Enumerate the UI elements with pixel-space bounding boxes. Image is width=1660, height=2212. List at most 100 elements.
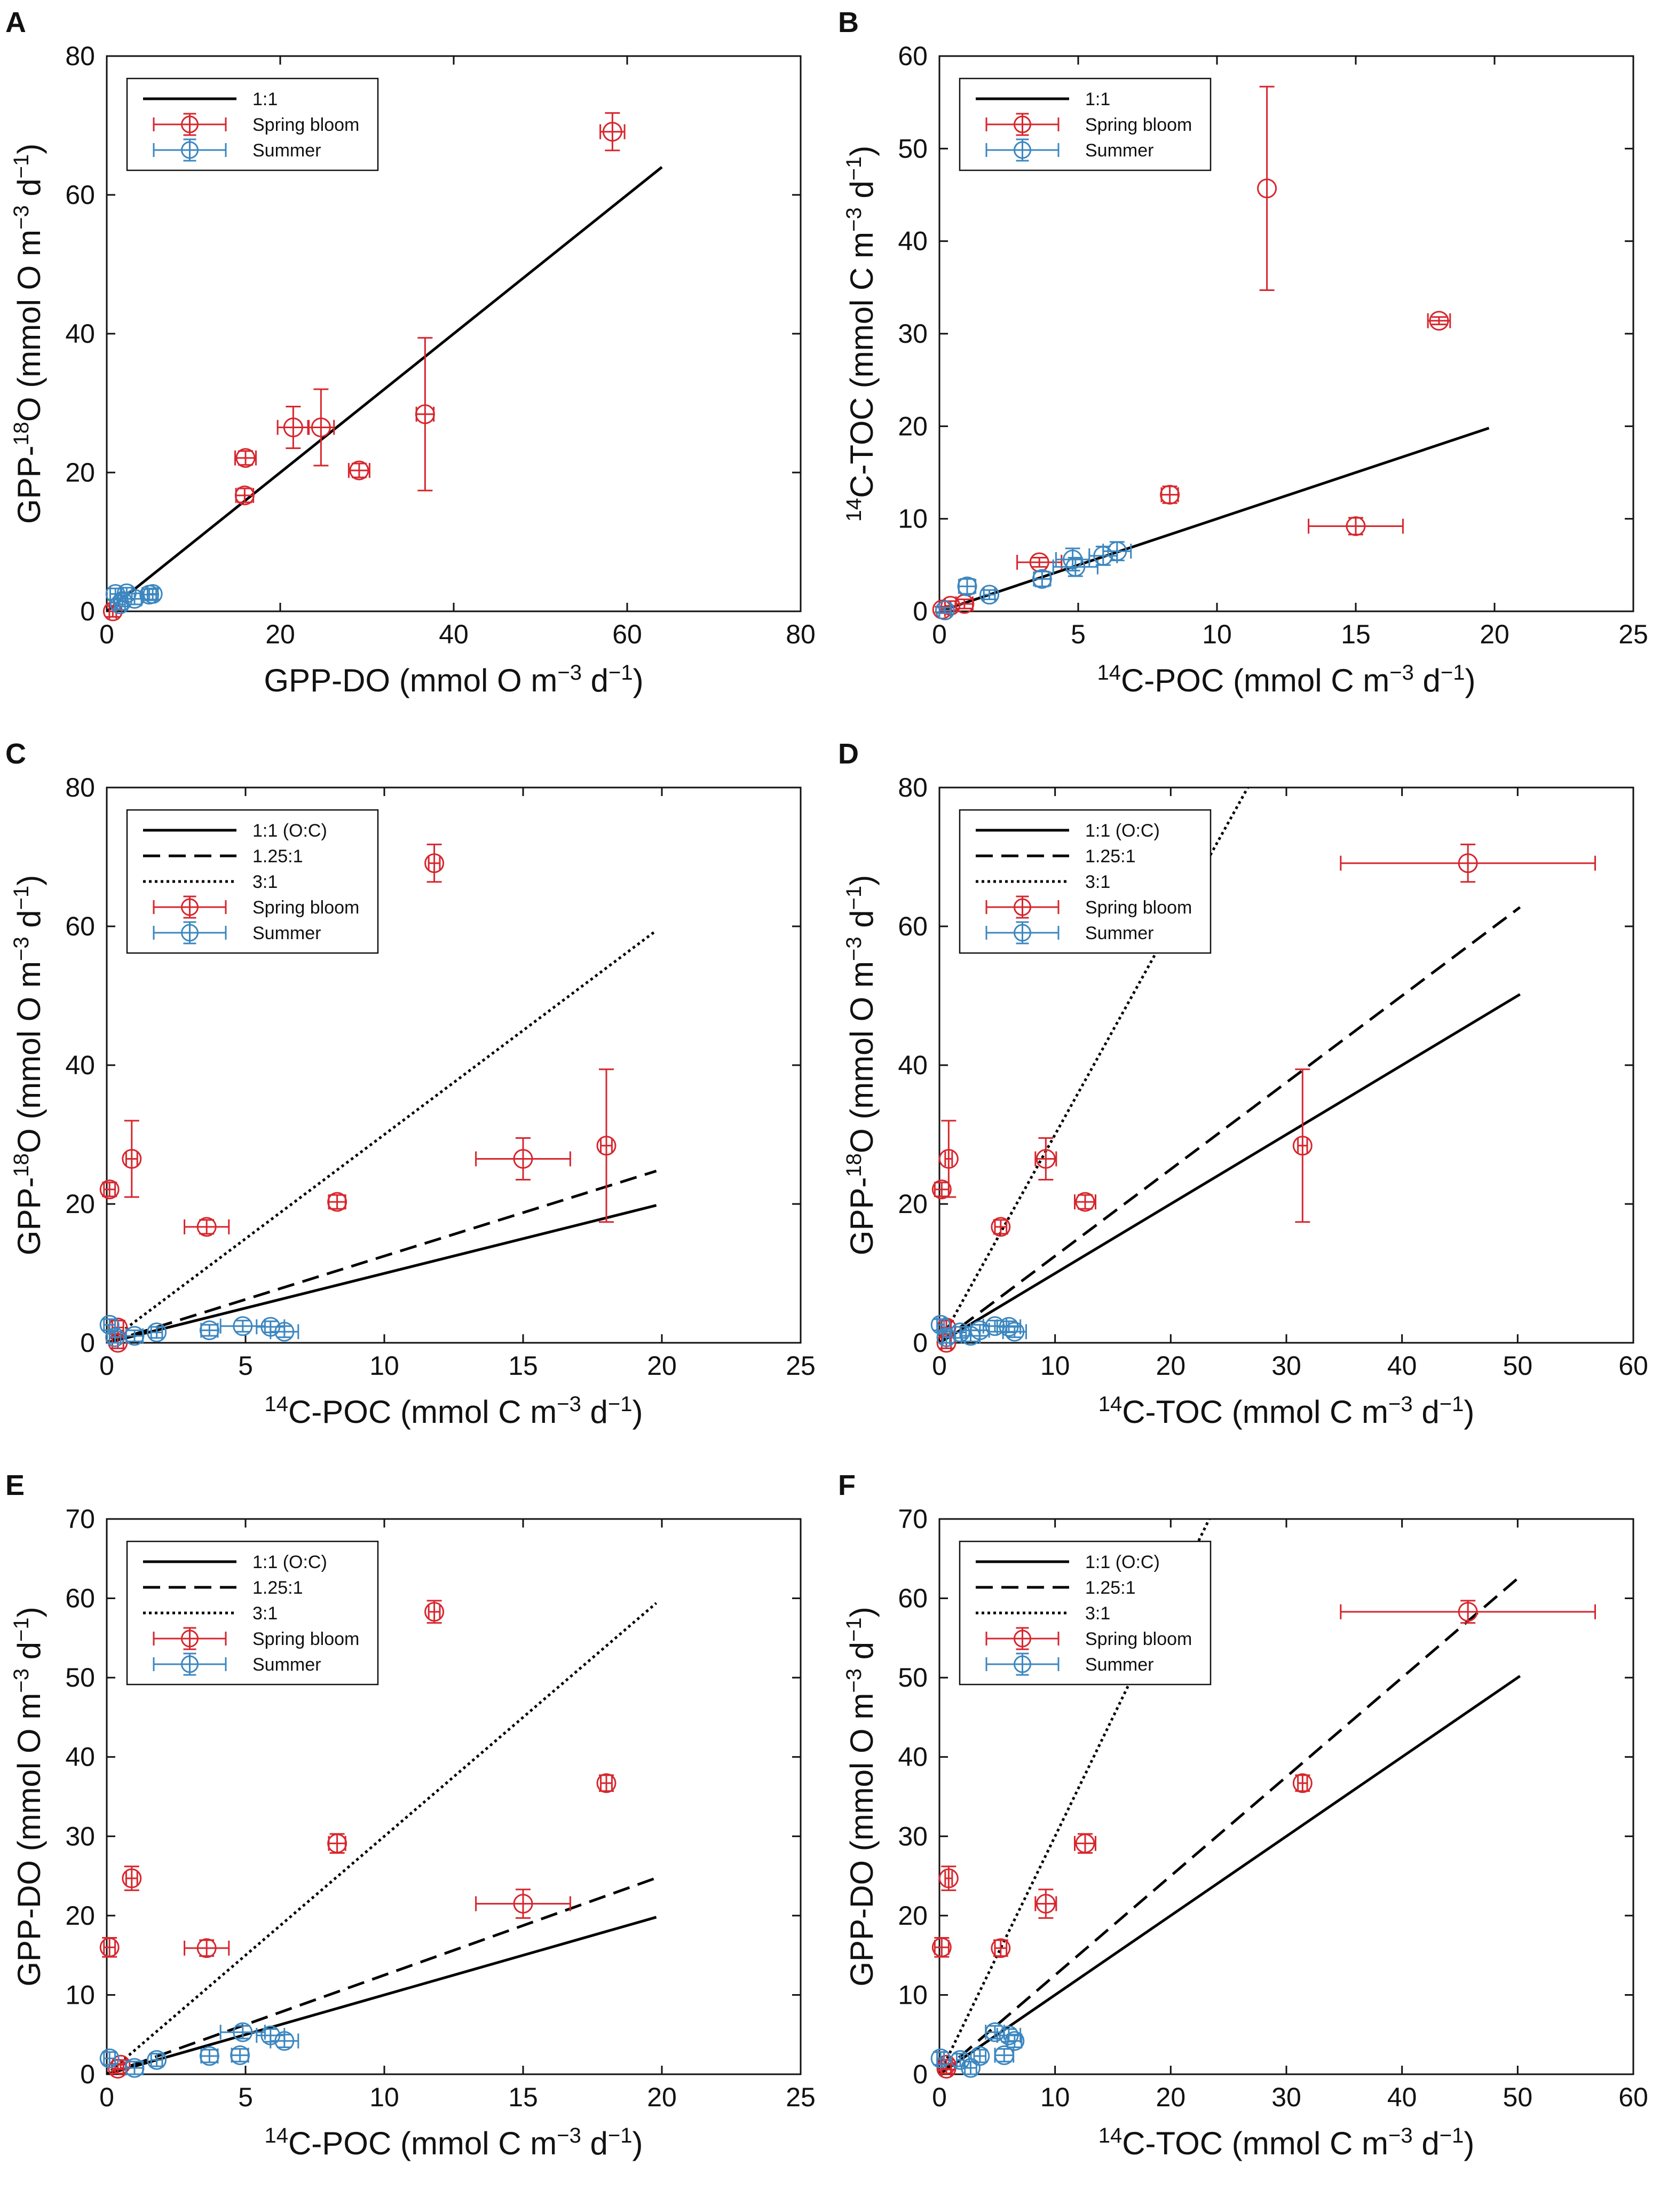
x-tick-label: 20 [265,619,295,649]
y-tick-label: 20 [898,1189,928,1219]
data-point [199,1320,219,1341]
x-tick-label: 20 [1156,2082,1186,2112]
point-marker [931,1937,952,1957]
x-axis-label: 14C-POC (mmol C m−3 d−1) [1097,661,1475,698]
legend-swatch-marker [181,141,199,159]
legend-swatch-marker [1014,1630,1031,1648]
data-point [960,1326,981,1346]
x-tick-label: 10 [369,2082,399,2112]
data-point [99,1179,120,1200]
point-marker [1292,1136,1313,1156]
data-point [234,448,257,468]
panel-letter: D [838,738,859,770]
data-point [1032,569,1052,589]
point-marker [1005,1321,1025,1342]
point-marker [1458,853,1478,873]
legend-label: Spring bloom [252,1629,359,1649]
legend-swatch-marker [1014,115,1031,133]
point-marker [991,1217,1011,1237]
legend-label: 1.25:1 [252,846,303,867]
x-tick-label: 15 [1341,619,1371,649]
point-marker [930,1314,951,1335]
data-point [979,585,1000,605]
x-tick-label: 25 [786,1351,816,1381]
x-tick-label: 30 [1271,2082,1301,2112]
data-point [147,2050,167,2070]
y-tick-label: 10 [65,1980,95,2010]
y-tick-label: 40 [65,1050,95,1080]
y-tick-label: 80 [65,773,95,802]
point-marker [961,2058,981,2078]
x-tick-label: 50 [1503,2082,1533,2112]
series-summer [930,1314,1027,1348]
x-axis-label: 14C-POC (mmol C m−3 d−1) [264,1392,643,1430]
point-marker [283,418,303,437]
y-tick-label: 70 [65,1504,95,1534]
legend-label: Summer [252,1655,321,1675]
x-tick-label: 60 [1618,1351,1648,1381]
legend-label: Summer [1085,1655,1153,1675]
point-marker [233,1316,253,1336]
y-axis-label: 14C-TOC (mmol C m−3 d−1) [842,146,880,522]
point-marker [327,1192,347,1212]
point-marker [124,2058,145,2078]
point-marker [1093,546,1113,566]
y-tick-label: 60 [898,41,928,71]
data-point [994,2045,1015,2065]
y-tick-label: 30 [898,319,928,349]
y-tick-label: 40 [898,1742,928,1772]
legend-swatch-marker [181,1655,199,1673]
legend: 1:1 (O:C) 1.25:1 3:1 Spring bloom Summer [959,809,1212,954]
data-point [147,1323,167,1342]
y-tick-label: 10 [898,1980,928,2010]
data-point [230,2045,250,2065]
x-tick-label: 40 [439,619,469,649]
ref-line-solid [107,166,663,611]
data-point [599,112,626,152]
legend-label: 1:1 (O:C) [252,1552,327,1572]
y-tick-label: 60 [898,911,928,941]
point-marker [1063,549,1083,570]
legend: 1:1 (O:C) 1.25:1 3:1 Spring bloom Summer [126,1540,379,1686]
point-marker [938,1149,959,1169]
legend-label: Summer [252,140,321,161]
x-axis-label: 14C-POC (mmol C m−3 d−1) [264,2124,643,2161]
x-tick-label: 60 [1618,2082,1648,2112]
point-marker [596,1136,616,1156]
data-point [270,2031,299,2051]
point-marker [274,2031,295,2051]
y-axis-label: GPP-18O (mmol O m−3 d−1) [842,875,880,1255]
x-tick-label: 0 [932,619,947,649]
point-marker [143,584,163,604]
point-marker [1075,1833,1095,1854]
point-marker [596,1773,616,1793]
series-summer [99,1314,299,1348]
point-marker [274,1321,295,1342]
y-tick-label: 20 [65,1189,95,1219]
y-tick-label: 0 [80,1328,95,1358]
data-point [307,388,335,467]
data-point [124,2058,145,2078]
point-marker [311,418,331,437]
y-tick-label: 50 [898,133,928,163]
x-tick-label: 5 [238,2082,253,2112]
point-marker [233,2022,253,2042]
x-tick-label: 10 [1202,619,1232,649]
point-marker [1429,311,1449,331]
legend-label: Summer [252,923,321,943]
x-tick-label: 10 [1040,1351,1070,1381]
point-marker [985,2022,1005,2042]
point-marker [1160,485,1180,505]
data-point [424,844,445,883]
ref-line-solid [939,427,1490,611]
point-marker [349,460,369,481]
data-point [985,2022,1005,2042]
point-marker [424,853,445,873]
data-point [415,337,435,492]
legend-swatch-marker [1014,898,1031,916]
x-tick-label: 15 [508,2082,538,2112]
y-tick-label: 20 [65,458,95,487]
data-point [1292,1068,1313,1223]
x-tick-label: 40 [1387,2082,1417,2112]
panel-a: A 0 20 40 60 80 0 20 40 60 80 GPP-DO (mmol O m−3 d−… [5,6,816,698]
